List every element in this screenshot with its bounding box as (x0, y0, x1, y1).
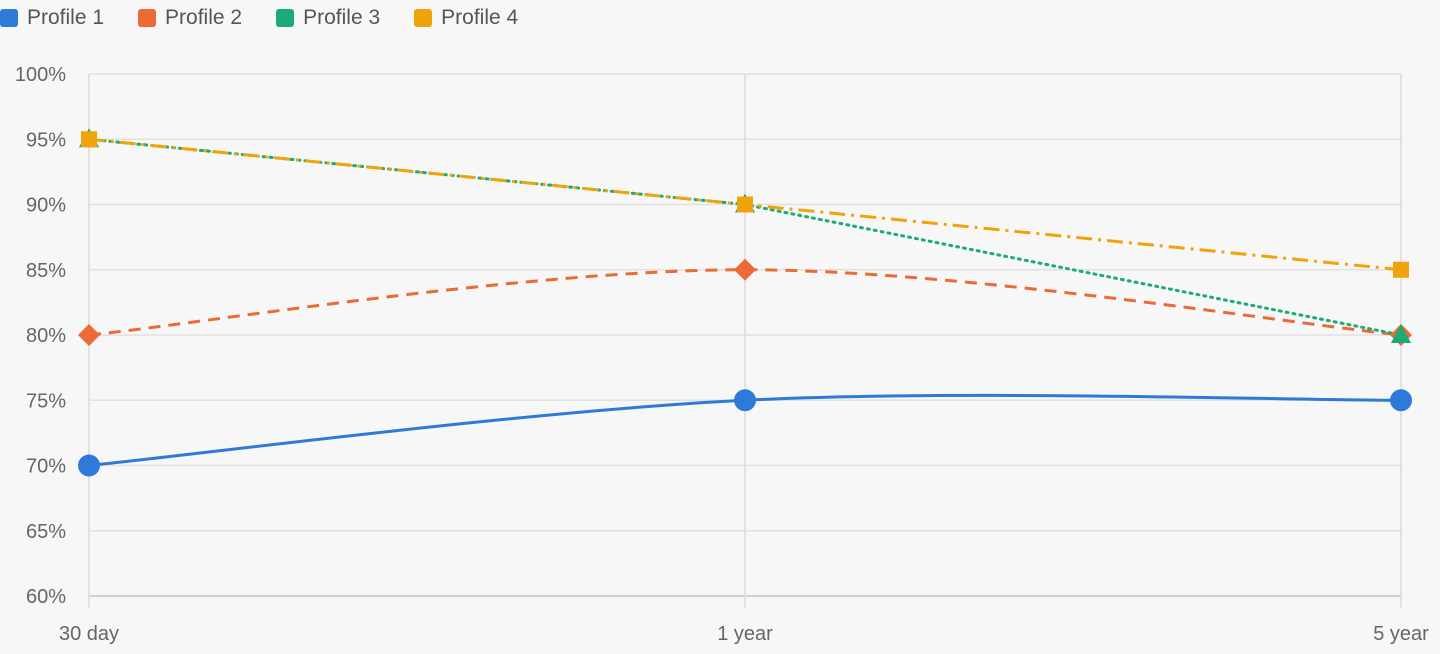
y-tick-label: 70% (26, 456, 66, 478)
data-point-profile-2 (734, 258, 756, 281)
data-point-profile-1 (78, 454, 100, 477)
y-tick-label: 90% (26, 195, 66, 217)
y-tick-label: 60% (26, 586, 66, 608)
data-point-profile-1 (1390, 389, 1412, 412)
legend-item-profile-1[interactable]: Profile 1 (0, 6, 104, 30)
y-tick-label: 85% (26, 260, 66, 282)
y-tick-label: 95% (26, 129, 66, 151)
data-point-profile-4 (81, 131, 97, 148)
chart-legend: Profile 1 Profile 2 Profile 3 Profile 4 (0, 4, 552, 32)
y-tick-label: 80% (26, 325, 66, 347)
legend-item-profile-4[interactable]: Profile 4 (414, 6, 518, 30)
legend-swatch-profile-1 (0, 9, 18, 27)
legend-label-profile-4: Profile 4 (441, 6, 519, 29)
x-tick-label: 1 year (717, 623, 773, 645)
data-point-profile-3 (1391, 324, 1411, 343)
x-tick-label: 5 year (1373, 623, 1429, 645)
legend-swatch-profile-4 (414, 9, 433, 27)
data-point-profile-1 (734, 389, 756, 412)
legend-swatch-profile-2 (138, 9, 157, 27)
y-tick-label: 75% (26, 390, 66, 412)
legend-item-profile-3[interactable]: Profile 3 (276, 6, 380, 30)
legend-label-profile-3: Profile 3 (303, 6, 381, 29)
legend-label-profile-2: Profile 2 (165, 6, 243, 29)
x-tick-label: 30 day (59, 623, 119, 645)
legend-label-profile-1: Profile 1 (27, 6, 105, 29)
data-point-profile-4 (1393, 261, 1409, 278)
legend-swatch-profile-3 (276, 9, 295, 27)
y-tick-label: 65% (26, 521, 66, 543)
y-tick-label: 100% (15, 64, 66, 86)
series-line-profile-2 (88, 268, 1402, 337)
data-point-profile-4 (737, 196, 753, 213)
legend-item-profile-2[interactable]: Profile 2 (138, 6, 242, 30)
data-point-profile-2 (78, 324, 100, 346)
